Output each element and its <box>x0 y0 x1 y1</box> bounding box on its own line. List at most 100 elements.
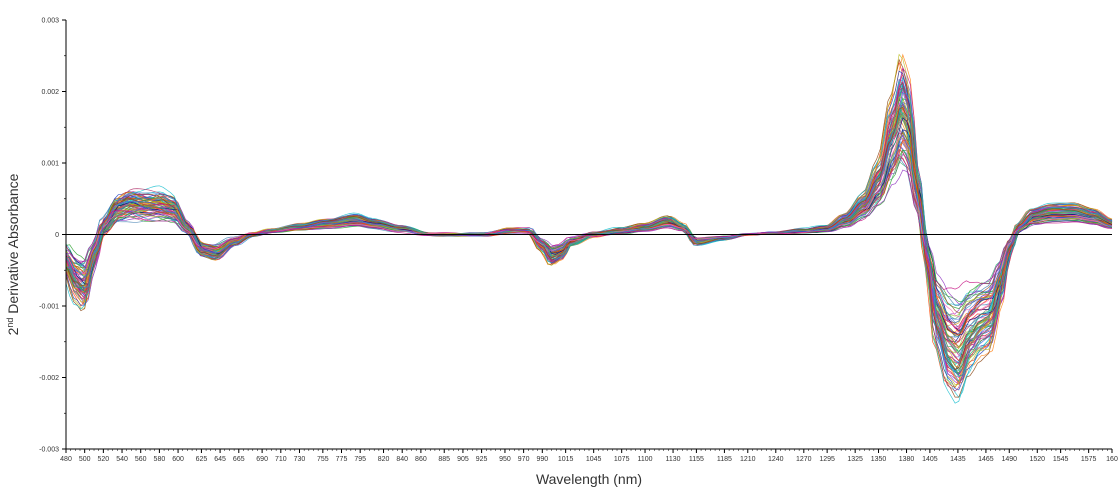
x-tick-label: 1520 <box>1029 456 1045 463</box>
y-tick-label: 0.001 <box>41 161 59 168</box>
x-tick-label: 1545 <box>1053 456 1069 463</box>
x-tick-label: 480 <box>60 456 72 463</box>
x-tick-label: 1155 <box>689 456 704 463</box>
x-tick-label: 1210 <box>740 456 756 463</box>
x-tick-label: 1350 <box>871 456 887 463</box>
x-tick-label: 1130 <box>666 456 681 463</box>
spectrum-series-line <box>65 113 1113 349</box>
spectrum-series-line <box>65 136 1113 318</box>
x-tick-label: 1405 <box>922 456 938 463</box>
spectrum-series-line <box>65 81 1113 361</box>
axis-labels: Wavelength (nm) 2nd Derivative Absorbanc… <box>5 173 642 487</box>
x-tick-label: 520 <box>98 456 110 463</box>
spectrum-series-line <box>65 106 1113 370</box>
spectrum-series-line <box>65 131 1113 328</box>
spectra-series-group <box>65 53 1113 404</box>
x-tick-label: 1380 <box>899 456 915 463</box>
spectrum-series-line <box>65 134 1113 321</box>
spectrum-series-line <box>65 127 1113 328</box>
spectrum-series-line <box>65 114 1113 343</box>
spectrum-series-line <box>65 96 1112 365</box>
spectrum-series-line <box>65 79 1113 376</box>
x-tick-label: 665 <box>233 456 245 463</box>
x-tick-label: 1435 <box>950 456 966 463</box>
spectrum-series-line <box>65 85 1113 364</box>
spectrum-series-line <box>65 112 1113 348</box>
x-tick-label: 580 <box>154 456 166 463</box>
spectrum-series-line <box>65 149 1113 309</box>
spectrum-series-line <box>65 111 1113 352</box>
x-tick-label: 840 <box>396 456 408 463</box>
x-tick-label: 860 <box>415 456 427 463</box>
y-axis-title: 2nd Derivative Absorbance <box>5 173 21 335</box>
y-tick-label: -0.003 <box>39 447 59 454</box>
x-tick-label: 755 <box>317 456 329 463</box>
spectrum-series-line <box>65 109 1113 338</box>
spectrum-series-line <box>65 148 1112 330</box>
x-tick-label: 970 <box>518 456 530 463</box>
x-tick-label: 560 <box>135 456 147 463</box>
spectrum-series-line <box>65 144 1113 316</box>
spectrum-series-line <box>65 83 1113 364</box>
y-axis-title-sup: nd <box>5 318 15 328</box>
spectrum-series-line <box>65 61 1113 388</box>
x-tick-label: 1575 <box>1081 456 1097 463</box>
y-tick-label: 0.003 <box>41 18 59 25</box>
spectrum-series-line <box>65 80 1113 404</box>
spectrum-series-line <box>65 117 1113 336</box>
x-tick-label: 625 <box>196 456 208 463</box>
x-tick-label: 1490 <box>1001 456 1017 463</box>
spectrum-series-line <box>65 81 1113 365</box>
spectrum-series-line <box>65 133 1113 324</box>
x-tick-label: 795 <box>354 456 366 463</box>
spectrum-series-line <box>65 104 1113 345</box>
spectrum-series-line <box>65 87 1113 392</box>
spectrum-series-line <box>65 149 1113 302</box>
x-tick-label: 1465 <box>978 456 994 463</box>
x-tick-label: 905 <box>457 456 469 463</box>
spectrum-series-line <box>65 66 1113 376</box>
y-tick-label: -0.002 <box>39 375 59 382</box>
x-tick-label: 1100 <box>638 456 653 463</box>
y-axis-title-rest: Derivative Absorbance <box>5 173 21 317</box>
spectrum-series-line <box>65 105 1113 356</box>
spectrum-series-line <box>65 155 1113 306</box>
x-tick-label: 990 <box>536 456 548 463</box>
x-tick-label: 160 <box>1106 456 1118 463</box>
x-tick-label: 820 <box>378 456 390 463</box>
x-tick-label: 690 <box>256 456 268 463</box>
x-tick-label: 925 <box>476 456 488 463</box>
spectrum-series-line <box>65 114 1113 349</box>
spectrum-series-line <box>65 86 1113 374</box>
x-axis-title: Wavelength (nm) <box>536 471 642 487</box>
x-tick-label: 500 <box>79 456 91 463</box>
x-tick-label: 1240 <box>768 456 784 463</box>
y-tick-label: -0.001 <box>39 304 59 311</box>
spectrum-series-line <box>65 107 1113 343</box>
x-tick-label: 540 <box>116 456 128 463</box>
y-tick-label: 0.002 <box>41 89 59 96</box>
x-tick-label: 775 <box>336 456 348 463</box>
spectrum-series-line <box>65 153 1113 291</box>
x-tick-label: 1325 <box>847 456 863 463</box>
x-tick-label: 1045 <box>586 456 602 463</box>
x-tick-label: 710 <box>275 456 287 463</box>
x-tick-label: 1015 <box>558 456 574 463</box>
x-tick-label: 1270 <box>796 456 812 463</box>
spectrum-series-line <box>65 139 1113 306</box>
x-tick-label: 950 <box>499 456 511 463</box>
x-tick-label: 885 <box>438 456 450 463</box>
x-tick-label: 1295 <box>819 456 835 463</box>
x-tick-label: 1075 <box>614 456 630 463</box>
x-tick-label: 645 <box>214 456 226 463</box>
y-tick-label: 0 <box>55 232 59 239</box>
x-tick-label: 730 <box>294 456 306 463</box>
y-axis-title-base: 2 <box>5 327 21 335</box>
x-tick-label: 1185 <box>717 456 732 463</box>
x-tick-label: 600 <box>172 456 184 463</box>
spectrum-series-line <box>65 67 1113 382</box>
spectrum-series-line <box>65 81 1113 371</box>
